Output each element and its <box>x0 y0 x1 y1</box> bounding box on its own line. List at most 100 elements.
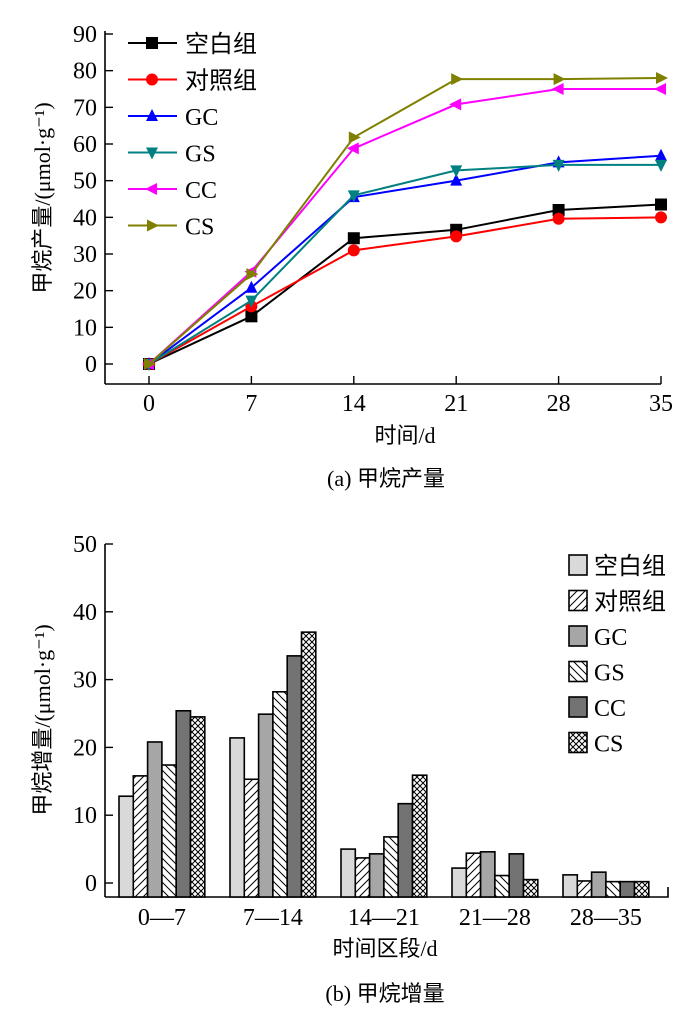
series-2 <box>143 148 667 369</box>
data-point <box>347 244 360 257</box>
y-tick-label: 70 <box>73 95 97 121</box>
bar <box>368 853 385 898</box>
line-chart-y-axis-title: 甲烷产量/(μmol·g⁻¹) <box>30 102 55 293</box>
line-chart-y-ticks: 0 10 20 30 40 50 60 70 80 90 <box>73 22 113 378</box>
legend-marker <box>146 109 158 121</box>
data-point <box>245 310 258 323</box>
series-3 <box>143 159 667 371</box>
bar <box>479 851 496 898</box>
legend-label: 空白组 <box>185 31 257 58</box>
legend-item: GC <box>128 105 218 131</box>
legend-item: 对照组 <box>568 589 666 616</box>
legend-label: CC <box>594 696 626 722</box>
series-line <box>148 216 662 365</box>
x-tick-label: 14 <box>342 391 366 417</box>
legend-marker <box>145 183 157 195</box>
data-point <box>654 83 666 95</box>
legend-item: GS <box>128 142 216 168</box>
y-tick-label: 30 <box>73 668 97 694</box>
bar-chart-bars <box>118 631 650 898</box>
bar <box>189 716 206 898</box>
legend-item: 对照组 <box>128 68 257 95</box>
y-tick-label: 20 <box>73 735 97 761</box>
x-tick-label: 21 <box>444 391 468 417</box>
y-tick-label: 10 <box>73 315 97 341</box>
x-tick-label: 28—35 <box>570 905 642 931</box>
legend-swatch <box>568 625 588 647</box>
bar-group <box>229 631 317 898</box>
data-point <box>245 295 258 308</box>
bar <box>451 867 468 898</box>
y-tick-label: 90 <box>73 22 97 48</box>
y-tick-label: 60 <box>73 132 97 158</box>
legend-item: 空白组 <box>568 553 666 580</box>
bar <box>354 857 371 898</box>
legend-swatch <box>568 554 588 576</box>
legend-marker <box>146 147 158 160</box>
data-point <box>450 173 463 186</box>
bar <box>494 874 510 898</box>
x-tick-label: 7—14 <box>243 905 303 931</box>
bar <box>118 795 135 898</box>
bar <box>340 848 357 898</box>
bar <box>257 713 274 898</box>
line-chart-series <box>142 72 668 371</box>
bar <box>300 631 317 898</box>
series-4 <box>142 83 666 370</box>
data-point <box>655 211 667 224</box>
legend-label: GC <box>594 625 627 651</box>
data-point <box>450 165 463 178</box>
legend-swatch <box>568 731 588 754</box>
bar <box>397 802 414 898</box>
legend-label: GC <box>185 105 218 131</box>
y-tick-label: 40 <box>73 600 97 626</box>
series-0 <box>143 198 667 370</box>
x-tick-label: 35 <box>649 391 673 417</box>
data-point <box>348 131 361 144</box>
data-point <box>346 142 359 155</box>
x-tick-label: 0—7 <box>138 905 186 931</box>
data-point <box>655 198 667 211</box>
series-line <box>148 77 662 365</box>
data-point <box>347 190 360 203</box>
line-chart: 0 10 20 30 40 50 60 70 80 90 0 7 14 21 28 35 甲烷产量/(μmo… <box>30 22 673 491</box>
bar-group <box>118 709 206 898</box>
x-tick-label: 7 <box>245 391 257 417</box>
series-5 <box>144 72 668 370</box>
series-line <box>148 154 662 365</box>
data-point <box>655 148 667 161</box>
x-tick-label: 0 <box>143 391 155 417</box>
line-chart-x-axis-title: 时间/d <box>374 423 435 448</box>
bar-group <box>340 774 428 898</box>
bar <box>562 874 579 898</box>
data-point <box>451 73 464 86</box>
bar-group <box>451 851 539 898</box>
legend-label: CS <box>185 215 214 241</box>
bar-chart: 0 10 20 30 40 50 0—7 7—14 14—21 21—28 28—35 甲烷增量/… <box>30 532 669 1006</box>
bar <box>605 880 622 898</box>
legend-item: 空白组 <box>128 31 257 58</box>
y-tick-label: 30 <box>73 242 97 268</box>
bar <box>272 691 288 898</box>
data-point <box>449 98 462 111</box>
legend-swatch <box>568 589 588 612</box>
data-point <box>552 159 565 172</box>
bar <box>243 778 260 898</box>
data-point <box>347 232 360 245</box>
legend-marker <box>146 37 158 49</box>
bar <box>383 836 399 898</box>
legend-item: CS <box>568 731 623 758</box>
legend-item: GC <box>568 625 627 651</box>
x-tick-label: 21—28 <box>459 905 531 931</box>
legend-item: CC <box>568 696 626 722</box>
legend-marker <box>147 219 159 232</box>
line-chart-x-ticks: 0 7 14 21 28 35 <box>143 376 673 417</box>
y-tick-label: 0 <box>85 871 97 897</box>
series-1 <box>143 211 667 370</box>
series-line <box>148 203 662 365</box>
legend-item: GS <box>568 661 625 687</box>
bar <box>175 709 192 898</box>
